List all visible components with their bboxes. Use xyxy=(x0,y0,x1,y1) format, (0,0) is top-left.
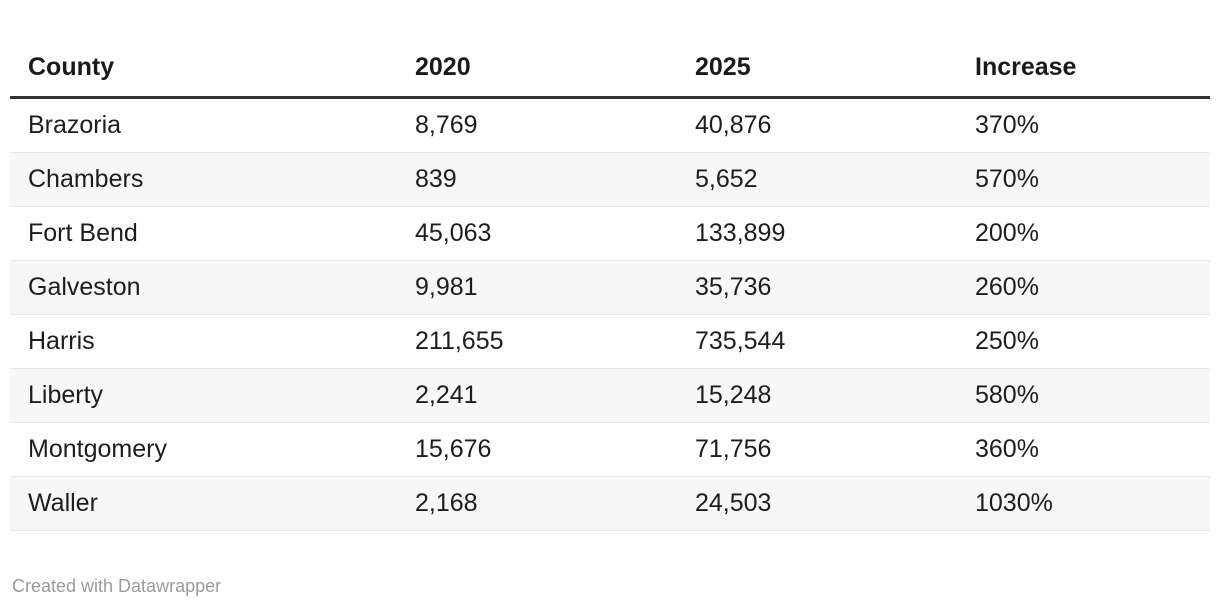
table-row: Liberty 2,241 15,248 580% xyxy=(10,368,1210,423)
cell-county: Waller xyxy=(10,476,397,531)
cell-2025: 35,736 xyxy=(677,260,957,315)
county-population-table: County 2020 2025 Increase Brazoria 8,769… xyxy=(10,40,1210,531)
cell-county: Fort Bend xyxy=(10,206,397,261)
cell-2020: 15,676 xyxy=(397,422,677,477)
column-header-2025: 2025 xyxy=(677,40,957,99)
table-row: Waller 2,168 24,503 1030% xyxy=(10,476,1210,531)
cell-increase: 250% xyxy=(957,314,1210,369)
cell-2020: 839 xyxy=(397,152,677,207)
column-header-2020: 2020 xyxy=(397,40,677,99)
cell-increase: 580% xyxy=(957,368,1210,423)
cell-county: Galveston xyxy=(10,260,397,315)
cell-2025: 735,544 xyxy=(677,314,957,369)
cell-2020: 211,655 xyxy=(397,314,677,369)
cell-2025: 40,876 xyxy=(677,97,957,153)
cell-increase: 570% xyxy=(957,152,1210,207)
cell-county: Chambers xyxy=(10,152,397,207)
cell-increase: 360% xyxy=(957,422,1210,477)
cell-2020: 2,241 xyxy=(397,368,677,423)
cell-increase: 370% xyxy=(957,97,1210,153)
table-row: Montgomery 15,676 71,756 360% xyxy=(10,422,1210,477)
table-row: Fort Bend 45,063 133,899 200% xyxy=(10,206,1210,261)
table-row: Chambers 839 5,652 570% xyxy=(10,152,1210,207)
header-row: County 2020 2025 Increase xyxy=(10,40,1210,99)
cell-county: Montgomery xyxy=(10,422,397,477)
cell-increase: 1030% xyxy=(957,476,1210,531)
cell-increase: 200% xyxy=(957,206,1210,261)
cell-county: Brazoria xyxy=(10,97,397,153)
cell-2020: 9,981 xyxy=(397,260,677,315)
cell-2025: 71,756 xyxy=(677,422,957,477)
cell-2020: 45,063 xyxy=(397,206,677,261)
table-row: Galveston 9,981 35,736 260% xyxy=(10,260,1210,315)
cell-county: Liberty xyxy=(10,368,397,423)
cell-county: Harris xyxy=(10,314,397,369)
cell-2025: 15,248 xyxy=(677,368,957,423)
cell-2020: 2,168 xyxy=(397,476,677,531)
cell-2025: 24,503 xyxy=(677,476,957,531)
column-header-increase: Increase xyxy=(957,40,1210,99)
chart-footer: Created with Datawrapper xyxy=(10,576,1210,597)
datawrapper-credit-link[interactable]: Created with Datawrapper xyxy=(12,576,222,596)
cell-2025: 133,899 xyxy=(677,206,957,261)
cell-2020: 8,769 xyxy=(397,97,677,153)
cell-increase: 260% xyxy=(957,260,1210,315)
column-header-county: County xyxy=(10,40,397,99)
cell-2025: 5,652 xyxy=(677,152,957,207)
table-row: Brazoria 8,769 40,876 370% xyxy=(10,97,1210,153)
table-row: Harris 211,655 735,544 250% xyxy=(10,314,1210,369)
